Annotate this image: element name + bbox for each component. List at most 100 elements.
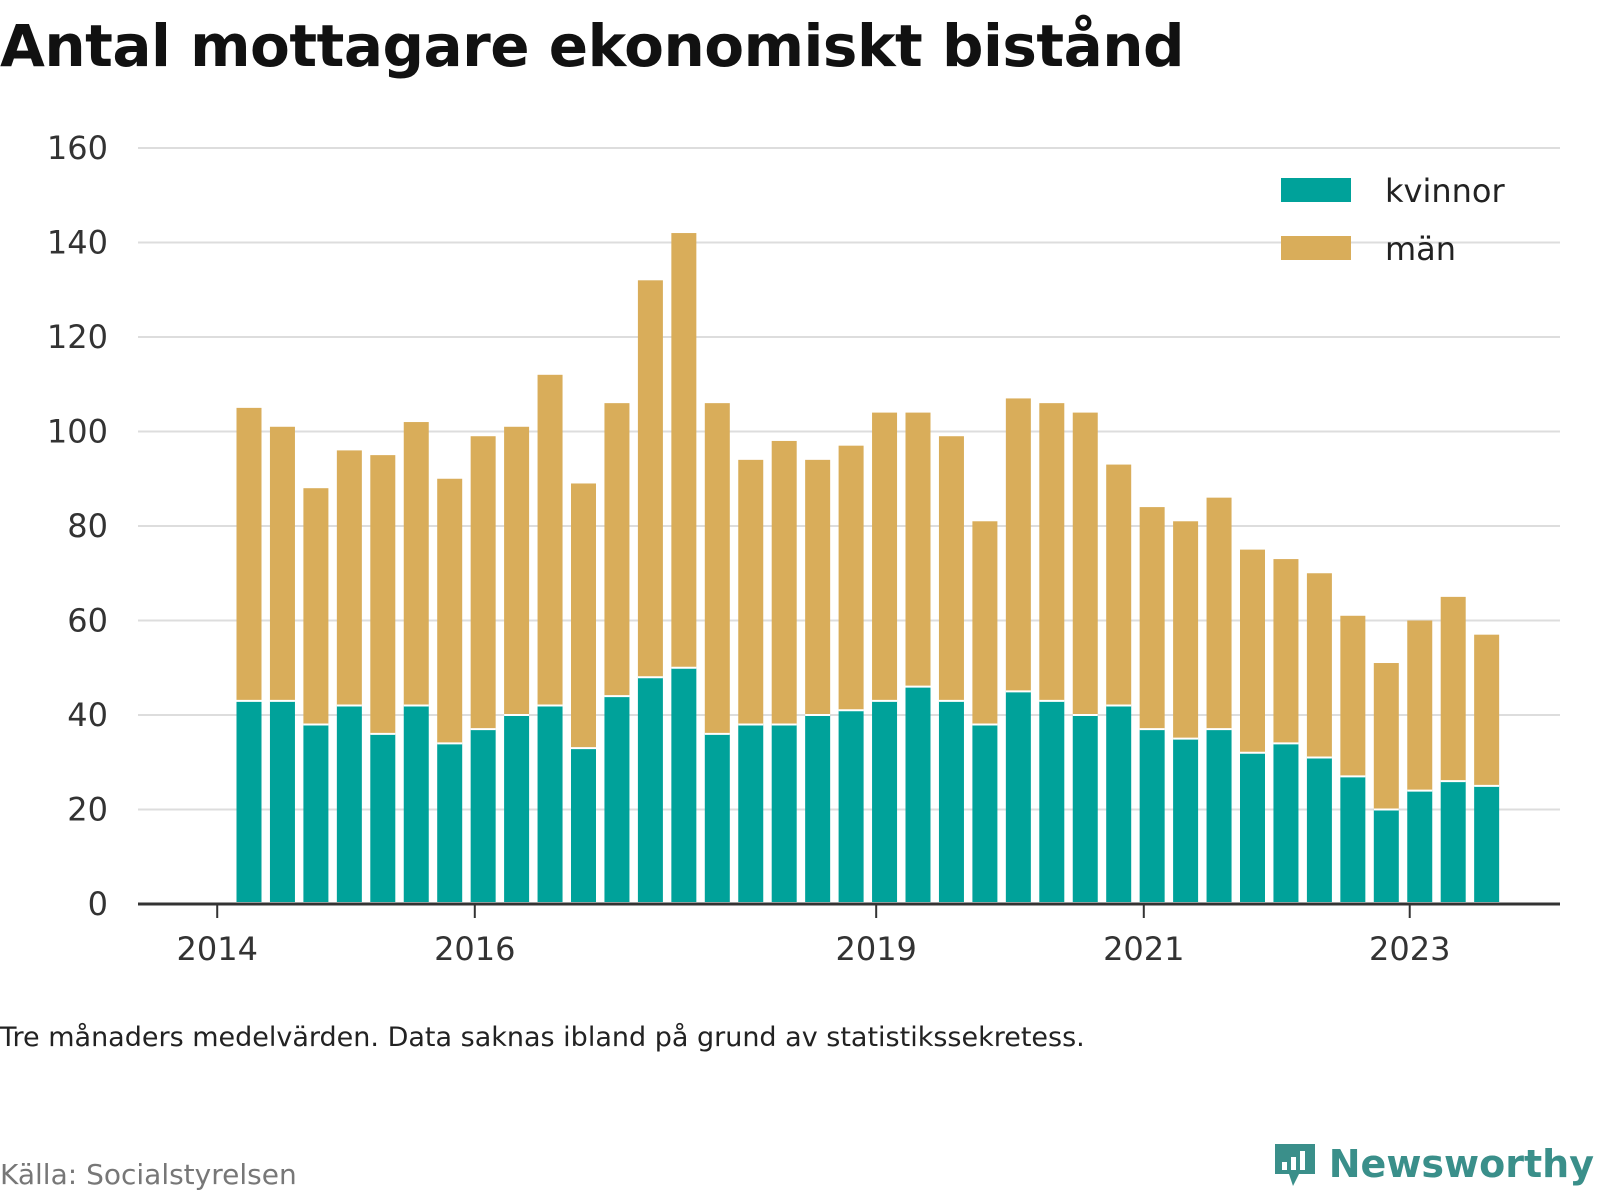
bar-kvinnor <box>1340 776 1366 902</box>
legend-label-kvinnor: kvinnor <box>1385 172 1506 210</box>
bar-man <box>303 488 329 725</box>
bar-kvinnor <box>938 700 964 902</box>
bar-man <box>1173 521 1199 739</box>
bar-man <box>972 521 998 725</box>
legend-swatch-kvinnor <box>1281 178 1351 202</box>
legend-label-man: män <box>1385 230 1456 268</box>
chart-title: Antal mottagare ekonomiskt bistånd <box>0 12 1185 80</box>
bar-kvinnor <box>537 705 563 902</box>
bar-kvinnor <box>1407 790 1433 902</box>
bar-man <box>403 422 429 706</box>
bar-kvinnor <box>872 700 898 902</box>
bar-kvinnor <box>637 677 663 902</box>
bar-man <box>805 459 831 715</box>
bar-man <box>437 478 463 744</box>
bar-man <box>1440 596 1466 782</box>
bar-man <box>504 426 530 715</box>
bar-man <box>1340 615 1366 777</box>
bar-man <box>704 403 730 734</box>
bar-kvinnor <box>738 724 764 902</box>
bar-man <box>336 450 362 706</box>
bars <box>236 233 1500 902</box>
bar-man <box>905 412 931 687</box>
bar-man <box>370 455 396 734</box>
bar-kvinnor <box>1240 752 1265 902</box>
bar-kvinnor <box>671 667 697 902</box>
y-tick-label: 80 <box>67 507 108 545</box>
bar-kvinnor <box>470 729 496 902</box>
bar-man <box>1106 464 1132 706</box>
bar-kvinnor <box>1306 757 1332 902</box>
x-tick-label: 2019 <box>835 930 916 968</box>
bar-kvinnor <box>303 724 329 902</box>
y-tick-label: 100 <box>47 413 108 451</box>
bar-kvinnor <box>1039 700 1065 902</box>
bar-man <box>1039 403 1065 701</box>
bar-man <box>637 280 663 678</box>
y-tick-label: 120 <box>47 318 108 356</box>
bar-man <box>604 403 630 697</box>
bar-kvinnor <box>771 724 797 902</box>
bar-man <box>1306 573 1332 758</box>
bar-man <box>537 374 563 706</box>
newsworthy-brand[interactable]: Newsworthy <box>1271 1140 1594 1188</box>
bar-man <box>1240 549 1265 753</box>
x-tick-label: 2021 <box>1103 930 1184 968</box>
bar-kvinnor <box>1005 691 1031 902</box>
bar-kvinnor <box>1072 715 1098 902</box>
bar-kvinnor <box>403 705 429 902</box>
y-tick-label: 40 <box>67 696 108 734</box>
y-tick-label: 140 <box>47 224 108 262</box>
bar-kvinnor <box>1474 785 1500 902</box>
bar-man <box>470 436 496 730</box>
bar-man <box>1407 620 1433 791</box>
bar-kvinnor <box>704 733 730 902</box>
bar-kvinnor <box>269 700 295 902</box>
x-tick-label: 2023 <box>1369 930 1450 968</box>
bar-kvinnor <box>336 705 362 902</box>
bar-kvinnor <box>838 710 864 902</box>
y-tick-label: 160 <box>47 129 108 167</box>
bar-kvinnor <box>236 700 262 902</box>
brand-name: Newsworthy <box>1328 1142 1594 1186</box>
x-axis: 2014 2016 2019 2021 2023 <box>138 902 1560 968</box>
y-axis-ticks: 0 20 40 60 80 100 120 140 160 <box>47 129 108 923</box>
y-tick-label: 60 <box>67 602 108 640</box>
bar-kvinnor <box>805 715 831 902</box>
bar-kvinnor <box>571 748 596 902</box>
bar-man <box>1474 634 1500 786</box>
y-tick-label: 20 <box>67 791 108 829</box>
bar-man <box>1139 507 1165 730</box>
bar-kvinnor <box>1206 729 1232 902</box>
chart-note: Tre månaders medelvärden. Data saknas ib… <box>0 1022 1085 1053</box>
bar-man <box>1373 663 1399 810</box>
bar-kvinnor <box>370 733 396 902</box>
bar-kvinnor <box>604 696 630 902</box>
legend: kvinnor män <box>1281 172 1506 268</box>
bar-man <box>938 436 964 701</box>
bar-kvinnor <box>437 743 463 902</box>
bar-man <box>738 459 764 725</box>
bar-man <box>571 483 596 749</box>
x-tick-label: 2014 <box>177 930 258 968</box>
bar-kvinnor <box>1440 781 1466 902</box>
bar-kvinnor <box>1273 743 1299 902</box>
bar-man <box>1072 412 1098 715</box>
bar-man <box>236 407 262 701</box>
bar-man <box>1273 559 1299 744</box>
source-text: Källa: Socialstyrelsen <box>0 1158 297 1191</box>
bar-man <box>872 412 898 701</box>
bar-man <box>771 440 797 725</box>
bar-man <box>1206 497 1232 730</box>
bar-man <box>1005 398 1031 692</box>
bar-man <box>269 426 295 701</box>
bar-man <box>671 233 697 668</box>
bar-kvinnor <box>1373 809 1399 902</box>
bar-kvinnor <box>905 686 931 902</box>
bar-kvinnor <box>504 715 530 902</box>
newsworthy-chart-logo-icon <box>1274 1144 1315 1186</box>
y-tick-label: 0 <box>88 885 108 923</box>
bar-kvinnor <box>1139 729 1165 902</box>
legend-swatch-man <box>1281 236 1351 260</box>
